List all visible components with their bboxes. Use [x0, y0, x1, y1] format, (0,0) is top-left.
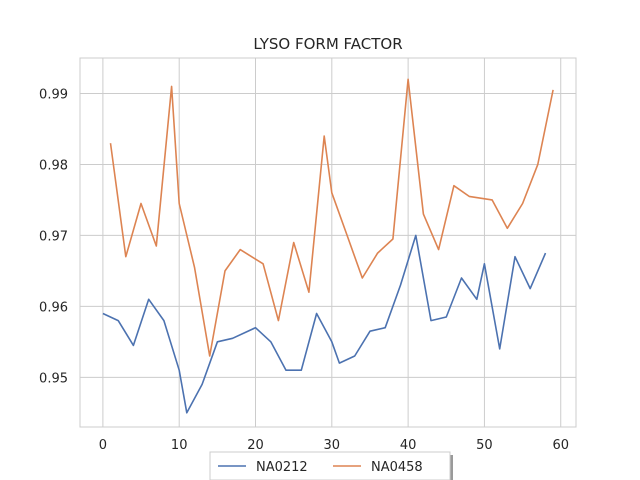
legend: NA0212 NA0458 — [209, 451, 453, 480]
series-lines — [102, 78, 554, 414]
tick-labels: 0 10 20 30 40 50 60 0.95 0.96 0.97 0.98 0.99 — [39, 87, 569, 453]
y-tick-label: 0.99 — [39, 87, 68, 102]
y-tick-label: 0.98 — [39, 158, 68, 173]
legend-label: NA0458 — [371, 460, 423, 475]
x-tick-label: 50 — [476, 438, 493, 453]
x-tick-label: 30 — [324, 438, 341, 453]
plot-frame — [79, 57, 577, 428]
y-tick-label: 0.96 — [39, 300, 68, 315]
x-tick-label: 40 — [400, 438, 417, 453]
y-tick-label: 0.97 — [39, 229, 68, 244]
x-tick-label: 20 — [247, 438, 264, 453]
legend-box — [209, 451, 451, 480]
chart-title: LYSO FORM FACTOR — [253, 35, 402, 53]
series-line-na0458 — [109, 78, 554, 357]
y-tick-label: 0.95 — [39, 371, 68, 386]
x-tick-label: 60 — [552, 438, 569, 453]
legend-label: NA0212 — [256, 460, 308, 475]
x-tick-label: 0 — [99, 438, 107, 453]
x-tick-label: 10 — [171, 438, 188, 453]
series-line-na0212 — [102, 234, 547, 414]
grid — [80, 58, 576, 427]
